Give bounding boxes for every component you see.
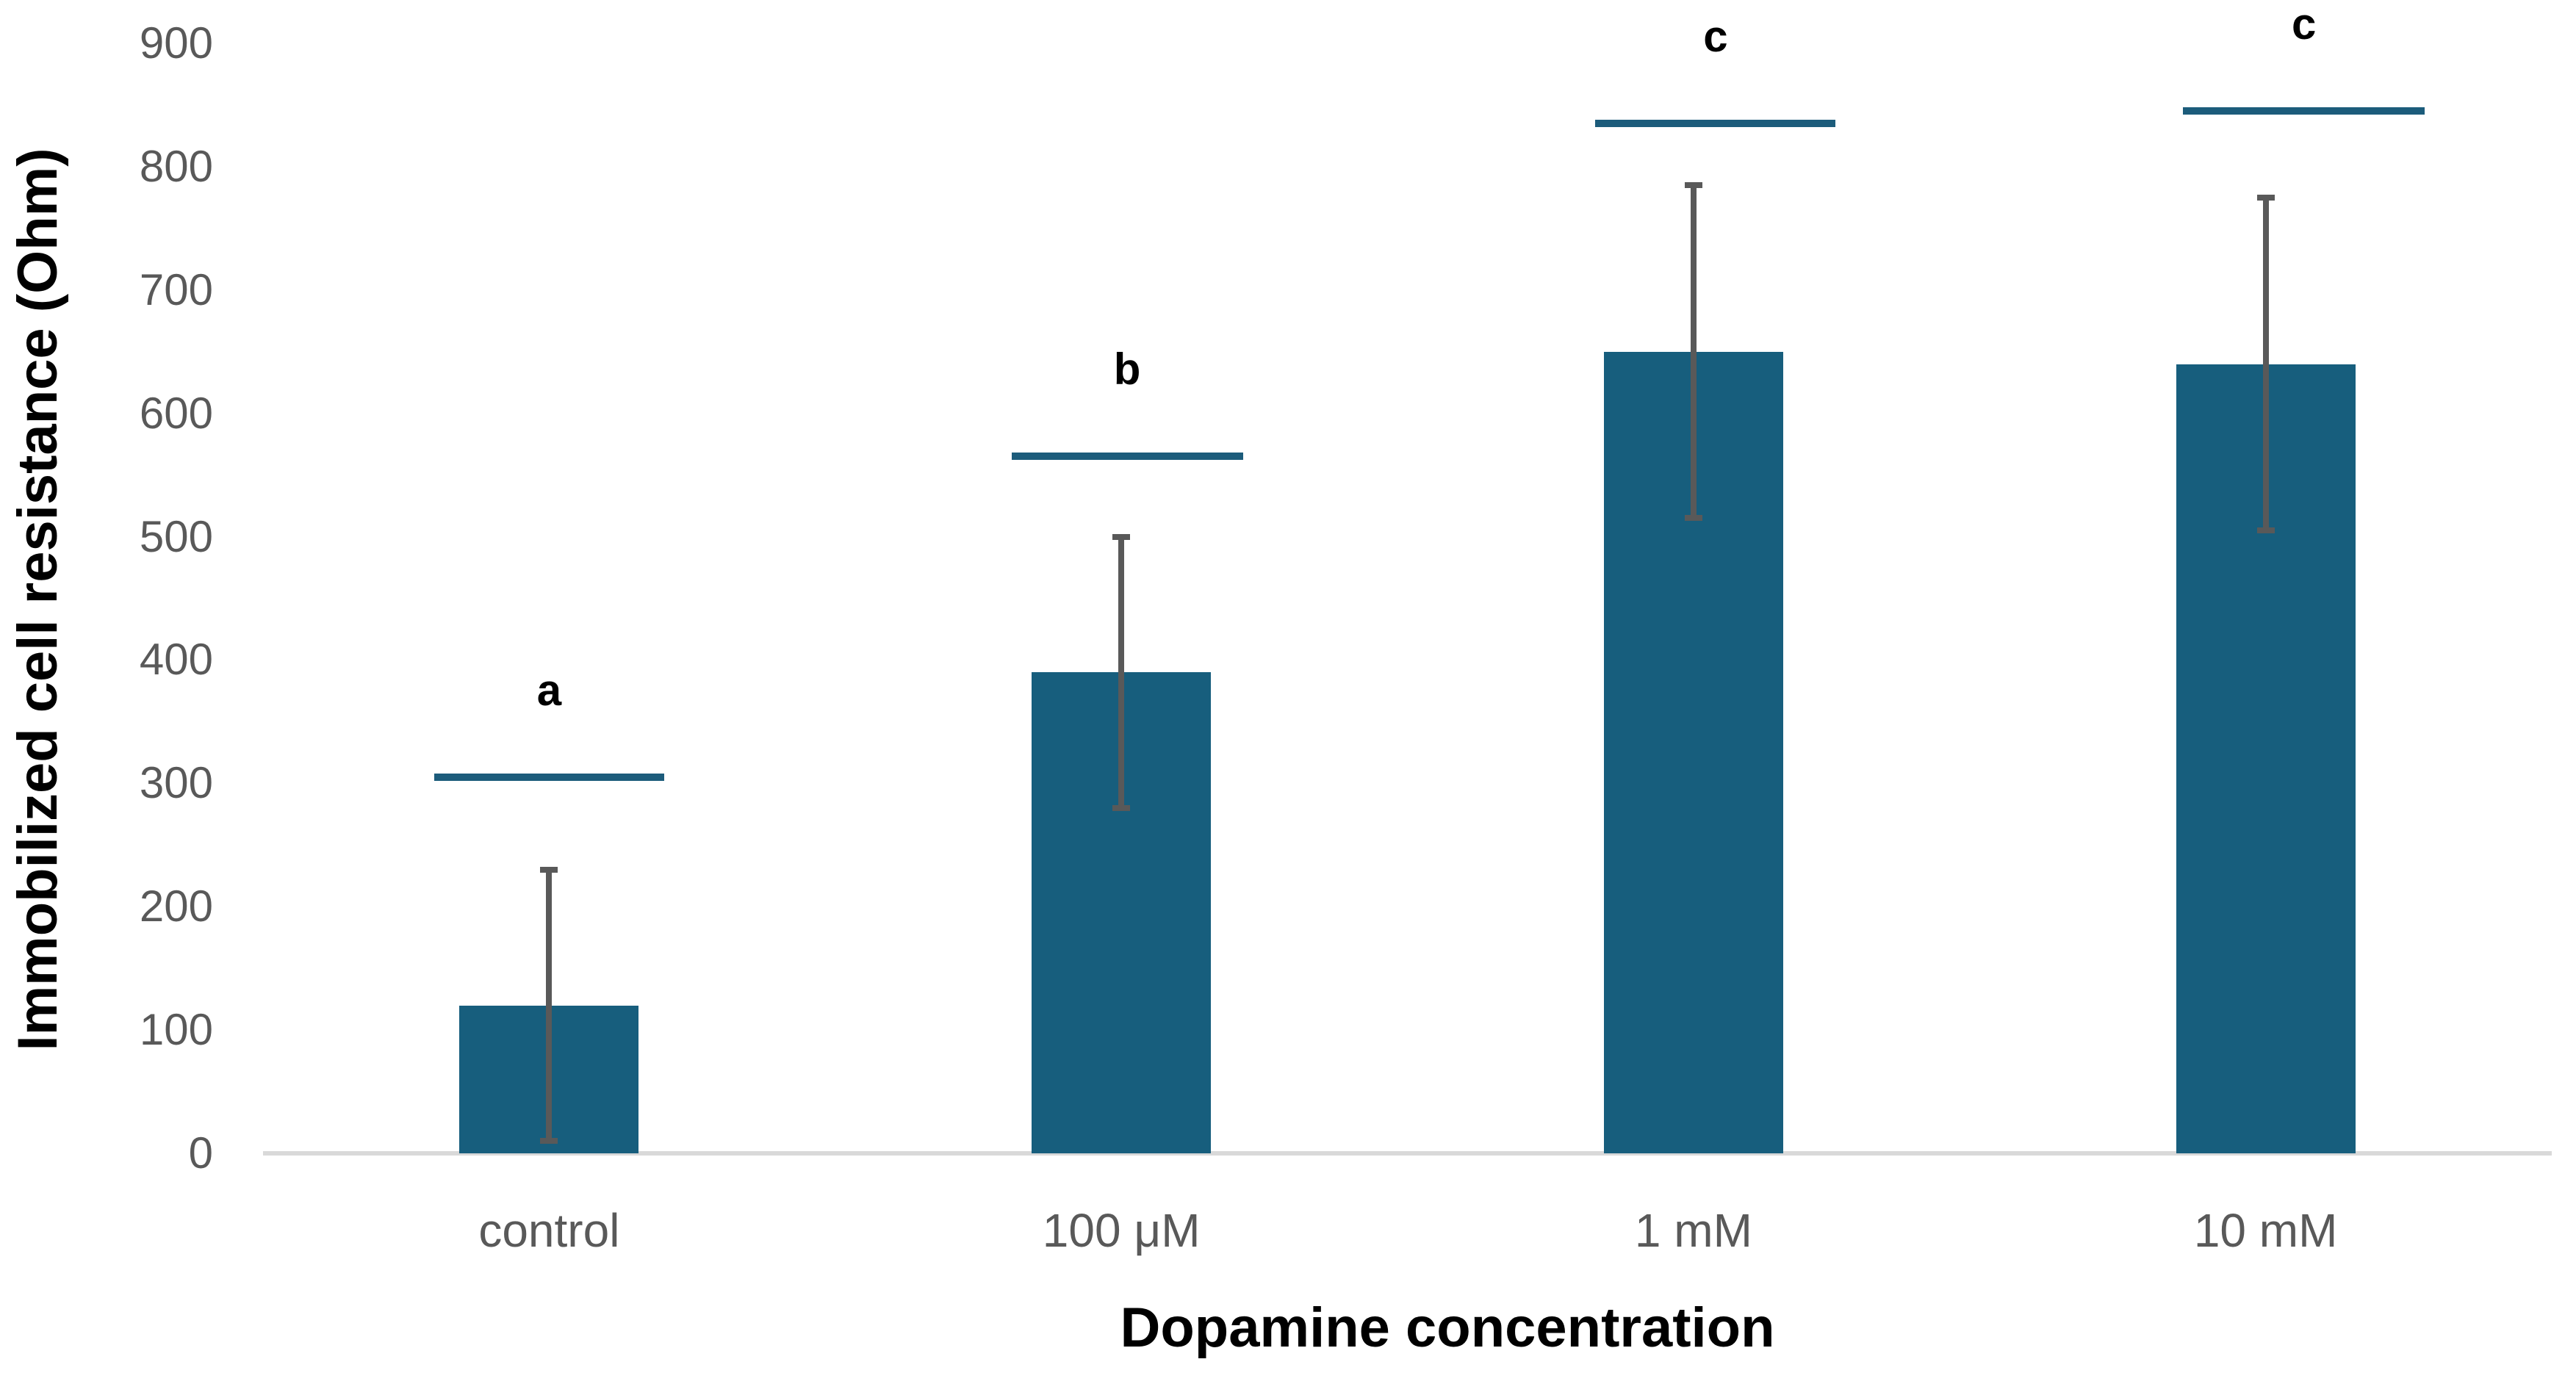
y-tick-label: 0 xyxy=(188,1128,213,1178)
error-bar xyxy=(546,869,553,1142)
significance-line xyxy=(1011,453,1243,461)
error-bar xyxy=(2262,197,2269,531)
error-bar xyxy=(1690,185,1697,519)
significance-line xyxy=(1595,120,1836,128)
x-axis-line xyxy=(263,1151,2552,1156)
error-bar-cap-top xyxy=(1684,182,1702,189)
significance-letter: a xyxy=(536,665,562,715)
x-category-label: 100 μM xyxy=(1042,1204,1201,1257)
error-bar-cap-bottom xyxy=(1684,515,1702,522)
y-tick-label: 400 xyxy=(139,635,213,685)
significance-line xyxy=(433,773,664,781)
error-bar-cap-bottom xyxy=(540,1138,558,1145)
error-bar-cap-top xyxy=(2256,194,2275,201)
x-axis-title: Dopamine concentration xyxy=(1120,1297,1775,1359)
x-category-label: 1 mM xyxy=(1634,1204,1752,1257)
significance-letter: b xyxy=(1113,345,1141,394)
y-tick-label: 200 xyxy=(139,882,213,931)
significance-letter: c xyxy=(2291,0,2317,49)
error-bar xyxy=(1118,536,1125,808)
y-tick-label: 300 xyxy=(139,758,213,808)
y-tick-label: 800 xyxy=(139,141,213,191)
x-category-label: 10 mM xyxy=(2193,1204,2338,1257)
y-tick-label: 900 xyxy=(139,18,213,68)
y-tick-label: 500 xyxy=(139,511,213,561)
y-tick-label: 700 xyxy=(139,264,213,314)
y-tick-label: 600 xyxy=(139,388,213,438)
error-bar-cap-bottom xyxy=(2256,527,2275,534)
significance-line xyxy=(2183,107,2425,115)
error-bar-cap-top xyxy=(1112,533,1131,540)
error-bar-cap-top xyxy=(540,866,558,873)
x-category-label: control xyxy=(478,1204,620,1257)
y-tick-label: 100 xyxy=(139,1005,213,1055)
significance-letter: c xyxy=(1703,12,1728,62)
error-bar-cap-bottom xyxy=(1112,804,1131,811)
